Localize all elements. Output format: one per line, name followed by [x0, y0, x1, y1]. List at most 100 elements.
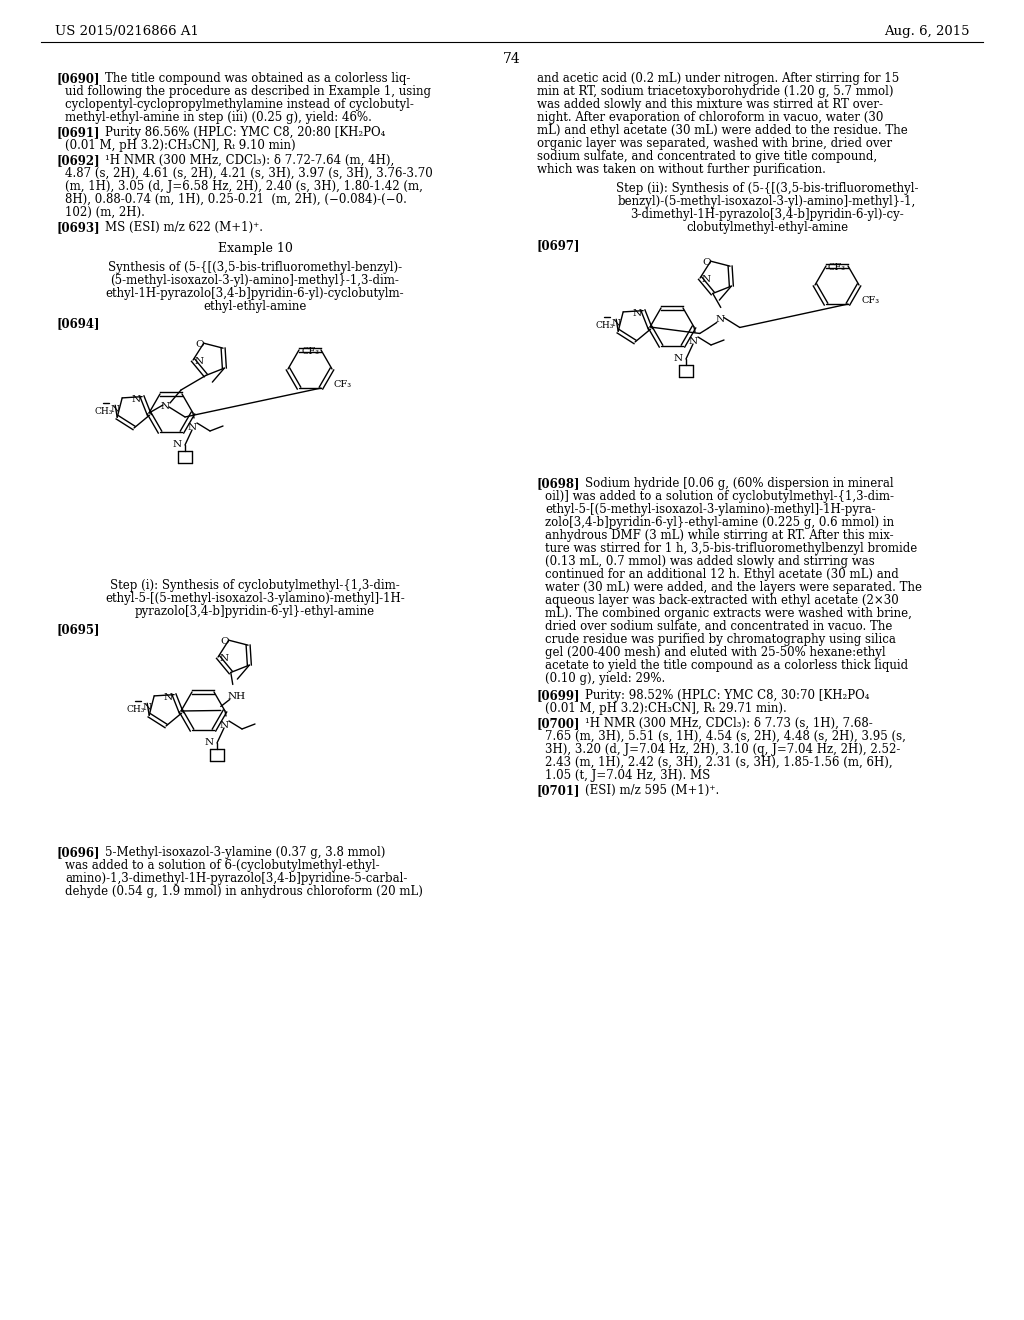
Text: N: N: [111, 405, 119, 414]
Text: dehyde (0.54 g, 1.9 mmol) in anhydrous chloroform (20 mL): dehyde (0.54 g, 1.9 mmol) in anhydrous c…: [65, 884, 423, 898]
Text: Synthesis of (5-{[(3,5-bis-trifluoromethyl-benzyl)-: Synthesis of (5-{[(3,5-bis-trifluorometh…: [108, 261, 402, 275]
Text: and acetic acid (0.2 mL) under nitrogen. After stirring for 15: and acetic acid (0.2 mL) under nitrogen.…: [537, 73, 899, 84]
Text: Example 10: Example 10: [217, 242, 293, 255]
Text: [0691]: [0691]: [57, 125, 100, 139]
Text: N: N: [188, 422, 198, 432]
Text: N: N: [194, 358, 203, 366]
Text: oil)] was added to a solution of cyclobutylmethyl-{1,3-dim-: oil)] was added to a solution of cyclobu…: [545, 490, 894, 503]
Text: O: O: [221, 638, 229, 647]
Text: [0696]: [0696]: [57, 846, 100, 859]
Text: (0.10 g), yield: 29%.: (0.10 g), yield: 29%.: [545, 672, 666, 685]
Text: sodium sulfate, and concentrated to give title compound,: sodium sulfate, and concentrated to give…: [537, 150, 878, 162]
Text: which was taken on without further purification.: which was taken on without further purif…: [537, 162, 826, 176]
Text: [0693]: [0693]: [57, 220, 100, 234]
Text: continued for an additional 12 h. Ethyl acetate (30 mL) and: continued for an additional 12 h. Ethyl …: [545, 568, 899, 581]
Text: min at RT, sodium triacetoxyborohydride (1.20 g, 5.7 mmol): min at RT, sodium triacetoxyborohydride …: [537, 84, 894, 98]
Text: methyl-ethyl-amine in step (iii) (0.25 g), yield: 46%.: methyl-ethyl-amine in step (iii) (0.25 g…: [65, 111, 372, 124]
Text: ethyl-5-[(5-methyl-isoxazol-3-ylamino)-methyl]-1H-: ethyl-5-[(5-methyl-isoxazol-3-ylamino)-m…: [105, 591, 404, 605]
Text: 5-Methyl-isoxazol-3-ylamine (0.37 g, 3.8 mmol): 5-Methyl-isoxazol-3-ylamine (0.37 g, 3.8…: [105, 846, 385, 859]
Text: [0700]: [0700]: [537, 717, 581, 730]
Text: N: N: [161, 403, 170, 411]
Text: The title compound was obtained as a colorless liq-: The title compound was obtained as a col…: [105, 73, 411, 84]
Text: crude residue was purified by chromatography using silica: crude residue was purified by chromatogr…: [545, 634, 896, 645]
Text: ethyl-5-[(5-methyl-isoxazol-3-ylamino)-methyl]-1H-pyra-: ethyl-5-[(5-methyl-isoxazol-3-ylamino)-m…: [545, 503, 876, 516]
Text: [0692]: [0692]: [57, 154, 100, 168]
Text: water (30 mL) were added, and the layers were separated. The: water (30 mL) were added, and the layers…: [545, 581, 922, 594]
Text: mL). The combined organic extracts were washed with brine,: mL). The combined organic extracts were …: [545, 607, 912, 620]
Text: [0701]: [0701]: [537, 784, 581, 797]
Text: US 2015/0216866 A1: US 2015/0216866 A1: [55, 25, 199, 38]
Text: N: N: [674, 354, 683, 363]
Text: N: N: [632, 309, 641, 318]
Text: anhydrous DMF (3 mL) while stirring at RT. After this mix-: anhydrous DMF (3 mL) while stirring at R…: [545, 529, 894, 543]
Text: acetate to yield the title compound as a colorless thick liquid: acetate to yield the title compound as a…: [545, 659, 908, 672]
Text: amino)-1,3-dimethyl-1H-pyrazolo[3,4-b]pyridine-5-carbal-: amino)-1,3-dimethyl-1H-pyrazolo[3,4-b]py…: [65, 873, 408, 884]
Text: clobutylmethyl-ethyl-amine: clobutylmethyl-ethyl-amine: [686, 220, 848, 234]
Text: N: N: [689, 337, 698, 346]
Text: CH₃: CH₃: [126, 705, 144, 714]
Text: (5-methyl-isoxazol-3-yl)-amino]-methyl}-1,3-dim-: (5-methyl-isoxazol-3-yl)-amino]-methyl}-…: [111, 275, 399, 286]
Text: was added to a solution of 6-(cyclobutylmethyl-ethyl-: was added to a solution of 6-(cyclobutyl…: [65, 859, 380, 873]
Text: ethyl-ethyl-amine: ethyl-ethyl-amine: [204, 300, 306, 313]
Text: night. After evaporation of chloroform in vacuo, water (30: night. After evaporation of chloroform i…: [537, 111, 884, 124]
Text: Step (ii): Synthesis of (5-{[(3,5-bis-trifluoromethyl-: Step (ii): Synthesis of (5-{[(3,5-bis-tr…: [615, 182, 919, 195]
Text: 2.43 (m, 1H), 2.42 (s, 3H), 2.31 (s, 3H), 1.85-1.56 (m, 6H),: 2.43 (m, 1H), 2.42 (s, 3H), 2.31 (s, 3H)…: [545, 756, 893, 770]
Text: ¹H NMR (300 MHz, CDCl₃): δ 7.72-7.64 (m, 4H),: ¹H NMR (300 MHz, CDCl₃): δ 7.72-7.64 (m,…: [105, 154, 394, 168]
Text: ture was stirred for 1 h, 3,5-bis-trifluoromethylbenzyl bromide: ture was stirred for 1 h, 3,5-bis-triflu…: [545, 543, 918, 554]
Text: 3-dimethyl-1H-pyrazolo[3,4-b]pyridin-6-yl)-cy-: 3-dimethyl-1H-pyrazolo[3,4-b]pyridin-6-y…: [630, 209, 904, 220]
Text: 7.65 (m, 3H), 5.51 (s, 1H), 4.54 (s, 2H), 4.48 (s, 2H), 3.95 (s,: 7.65 (m, 3H), 5.51 (s, 1H), 4.54 (s, 2H)…: [545, 730, 906, 743]
Text: N: N: [163, 693, 172, 702]
Text: Purity 86.56% (HPLC: YMC C8, 20:80 [KH₂PO₄: Purity 86.56% (HPLC: YMC C8, 20:80 [KH₂P…: [105, 125, 385, 139]
Text: N: N: [131, 395, 140, 404]
Text: MS (ESI) m/z 622 (M+1)⁺.: MS (ESI) m/z 622 (M+1)⁺.: [105, 220, 263, 234]
Text: [0694]: [0694]: [57, 317, 100, 330]
Text: cyclopentyl-cyclopropylmethylamine instead of cyclobutyl-: cyclopentyl-cyclopropylmethylamine inste…: [65, 98, 414, 111]
Text: mL) and ethyl acetate (30 mL) were added to the residue. The: mL) and ethyl acetate (30 mL) were added…: [537, 124, 907, 137]
Text: Purity: 98.52% (HPLC: YMC C8, 30:70 [KH₂PO₄: Purity: 98.52% (HPLC: YMC C8, 30:70 [KH₂…: [585, 689, 869, 702]
Text: CF₃: CF₃: [334, 380, 352, 389]
Text: CH₃: CH₃: [94, 407, 113, 416]
Text: CF₃: CF₃: [828, 263, 846, 272]
Text: O: O: [702, 259, 712, 267]
Text: (ESI) m/z 595 (M+1)⁺.: (ESI) m/z 595 (M+1)⁺.: [585, 784, 719, 797]
Text: N: N: [716, 315, 725, 325]
Text: N: N: [173, 440, 182, 449]
Text: NH: NH: [227, 693, 246, 701]
Text: pyrazolo[3,4-b]pyridin-6-yl}-ethyl-amine: pyrazolo[3,4-b]pyridin-6-yl}-ethyl-amine: [135, 605, 375, 618]
Text: [0699]: [0699]: [537, 689, 581, 702]
Text: ¹H NMR (300 MHz, CDCl₃): δ 7.73 (s, 1H), 7.68-: ¹H NMR (300 MHz, CDCl₃): δ 7.73 (s, 1H),…: [585, 717, 872, 730]
Text: Step (i): Synthesis of cyclobutylmethyl-{1,3-dim-: Step (i): Synthesis of cyclobutylmethyl-…: [111, 579, 400, 591]
Text: CH₃: CH₃: [595, 321, 613, 330]
Text: (0.13 mL, 0.7 mmol) was added slowly and stirring was: (0.13 mL, 0.7 mmol) was added slowly and…: [545, 554, 874, 568]
Text: N: N: [701, 275, 711, 284]
Text: uid following the procedure as described in Example 1, using: uid following the procedure as described…: [65, 84, 431, 98]
Text: aqueous layer was back-extracted with ethyl acetate (2×30: aqueous layer was back-extracted with et…: [545, 594, 899, 607]
Text: Sodium hydride [0.06 g, (60% dispersion in mineral: Sodium hydride [0.06 g, (60% dispersion …: [585, 477, 894, 490]
Text: 1.05 (t, J=7.04 Hz, 3H). MS: 1.05 (t, J=7.04 Hz, 3H). MS: [545, 770, 711, 781]
Text: [0690]: [0690]: [57, 73, 100, 84]
Text: N: N: [220, 721, 229, 730]
Text: organic layer was separated, washed with brine, dried over: organic layer was separated, washed with…: [537, 137, 892, 150]
Text: 4.87 (s, 2H), 4.61 (s, 2H), 4.21 (s, 3H), 3.97 (s, 3H), 3.76-3.70: 4.87 (s, 2H), 4.61 (s, 2H), 4.21 (s, 3H)…: [65, 168, 433, 180]
Text: zolo[3,4-b]pyridin-6-yl}-ethyl-amine (0.225 g, 0.6 mmol) in: zolo[3,4-b]pyridin-6-yl}-ethyl-amine (0.…: [545, 516, 894, 529]
Text: 74: 74: [503, 51, 521, 66]
Text: dried over sodium sulfate, and concentrated in vacuo. The: dried over sodium sulfate, and concentra…: [545, 620, 892, 634]
Text: N: N: [219, 655, 228, 663]
Text: [0698]: [0698]: [537, 477, 581, 490]
Text: ethyl-1H-pyrazolo[3,4-b]pyridin-6-yl)-cyclobutylm-: ethyl-1H-pyrazolo[3,4-b]pyridin-6-yl)-cy…: [105, 286, 404, 300]
Text: (0.01 M, pH 3.2):CH₃CN], Rₜ 9.10 min): (0.01 M, pH 3.2):CH₃CN], Rₜ 9.10 min): [65, 139, 296, 152]
Text: [0695]: [0695]: [57, 623, 100, 636]
Text: 102) (m, 2H).: 102) (m, 2H).: [65, 206, 144, 219]
Text: CF₃: CF₃: [861, 296, 880, 305]
Text: benzyl)-(5-methyl-isoxazol-3-yl)-amino]-methyl}-1,: benzyl)-(5-methyl-isoxazol-3-yl)-amino]-…: [617, 195, 916, 209]
Text: Aug. 6, 2015: Aug. 6, 2015: [885, 25, 970, 38]
Text: O: O: [196, 341, 205, 350]
Text: gel (200-400 mesh) and eluted with 25-50% hexane:ethyl: gel (200-400 mesh) and eluted with 25-50…: [545, 645, 886, 659]
Text: was added slowly and this mixture was stirred at RT over-: was added slowly and this mixture was st…: [537, 98, 883, 111]
Text: N: N: [142, 704, 152, 711]
Text: N: N: [205, 738, 214, 747]
Text: 3H), 3.20 (d, J=7.04 Hz, 2H), 3.10 (q, J=7.04 Hz, 2H), 2.52-: 3H), 3.20 (d, J=7.04 Hz, 2H), 3.10 (q, J…: [545, 743, 900, 756]
Text: 8H), 0.88-0.74 (m, 1H), 0.25-0.21  (m, 2H), (−0.084)-(−0.: 8H), 0.88-0.74 (m, 1H), 0.25-0.21 (m, 2H…: [65, 193, 407, 206]
Text: (0.01 M, pH 3.2):CH₃CN], Rₜ 29.71 min).: (0.01 M, pH 3.2):CH₃CN], Rₜ 29.71 min).: [545, 702, 786, 715]
Text: (m, 1H), 3.05 (d, J=6.58 Hz, 2H), 2.40 (s, 3H), 1.80-1.42 (m,: (m, 1H), 3.05 (d, J=6.58 Hz, 2H), 2.40 (…: [65, 180, 423, 193]
